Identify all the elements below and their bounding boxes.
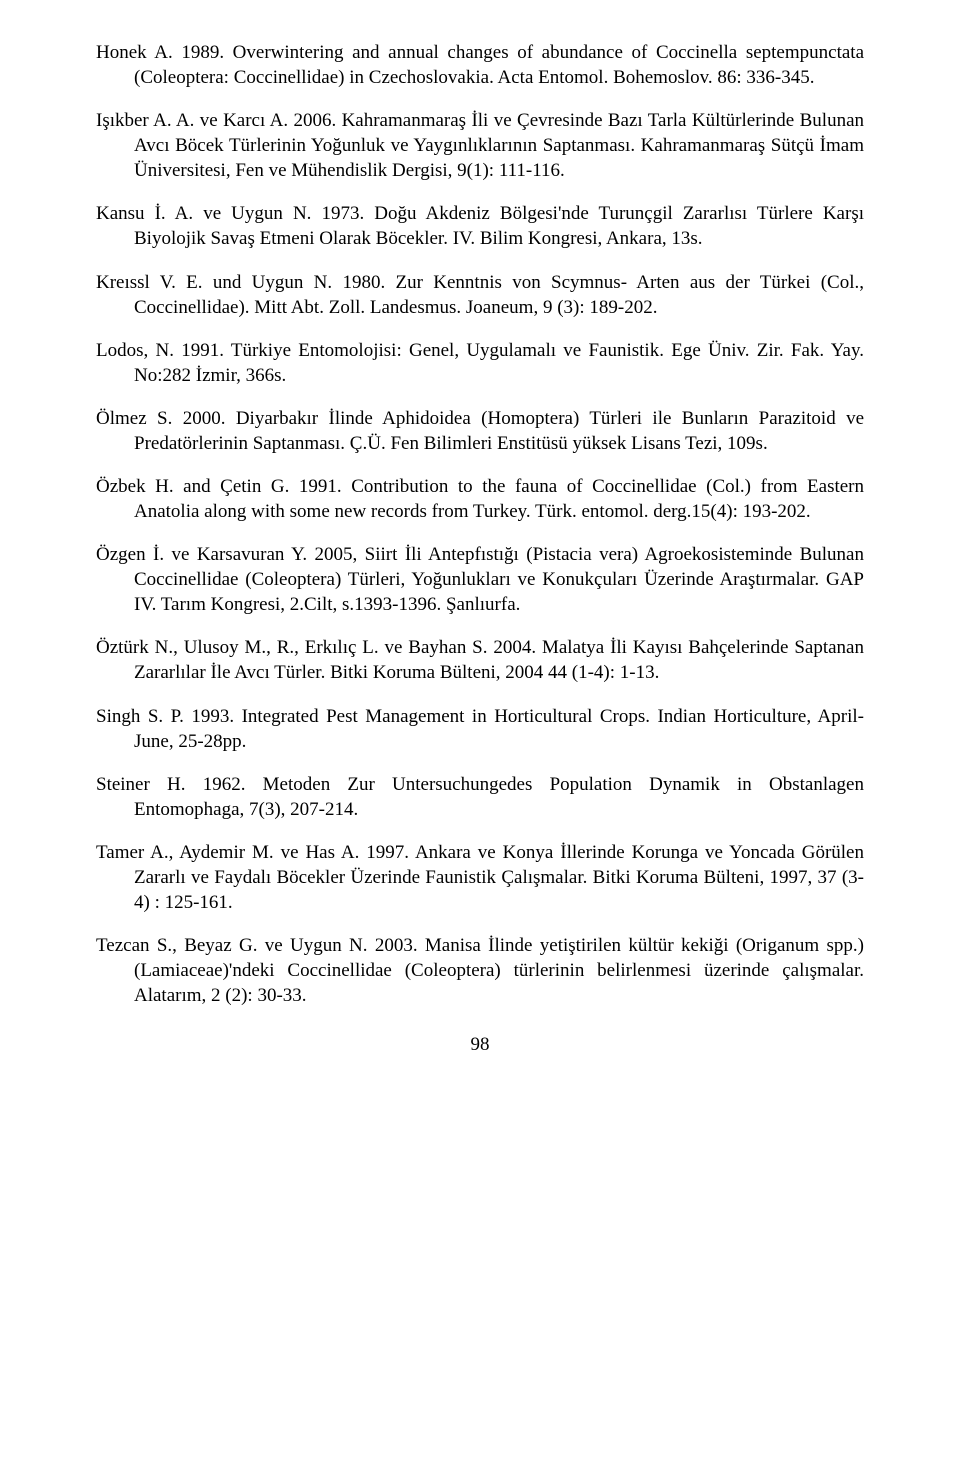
page-container: Honek A. 1989. Overwintering and annual … <box>0 0 960 1097</box>
reference-item: Singh S. P. 1993. Integrated Pest Manage… <box>96 704 864 754</box>
reference-item: Tamer A., Aydemir M. ve Has A. 1997. Ank… <box>96 840 864 915</box>
reference-item: Işıkber A. A. ve Karcı A. 2006. Kahraman… <box>96 108 864 183</box>
page-number: 98 <box>96 1032 864 1057</box>
reference-item: Ölmez S. 2000. Diyarbakır İlinde Aphidoi… <box>96 406 864 456</box>
reference-item: Kansu İ. A. ve Uygun N. 1973. Doğu Akden… <box>96 201 864 251</box>
reference-item: Tezcan S., Beyaz G. ve Uygun N. 2003. Ma… <box>96 933 864 1008</box>
reference-item: Özbek H. and Çetin G. 1991. Contribution… <box>96 474 864 524</box>
reference-item: Kreıssl V. E. und Uygun N. 1980. Zur Ken… <box>96 270 864 320</box>
reference-item: Öztürk N., Ulusoy M., R., Erkılıç L. ve … <box>96 635 864 685</box>
reference-item: Lodos, N. 1991. Türkiye Entomolojisi: Ge… <box>96 338 864 388</box>
reference-item: Honek A. 1989. Overwintering and annual … <box>96 40 864 90</box>
reference-item: Steiner H. 1962. Metoden Zur Untersuchun… <box>96 772 864 822</box>
reference-item: Özgen İ. ve Karsavuran Y. 2005, Siirt İl… <box>96 542 864 617</box>
